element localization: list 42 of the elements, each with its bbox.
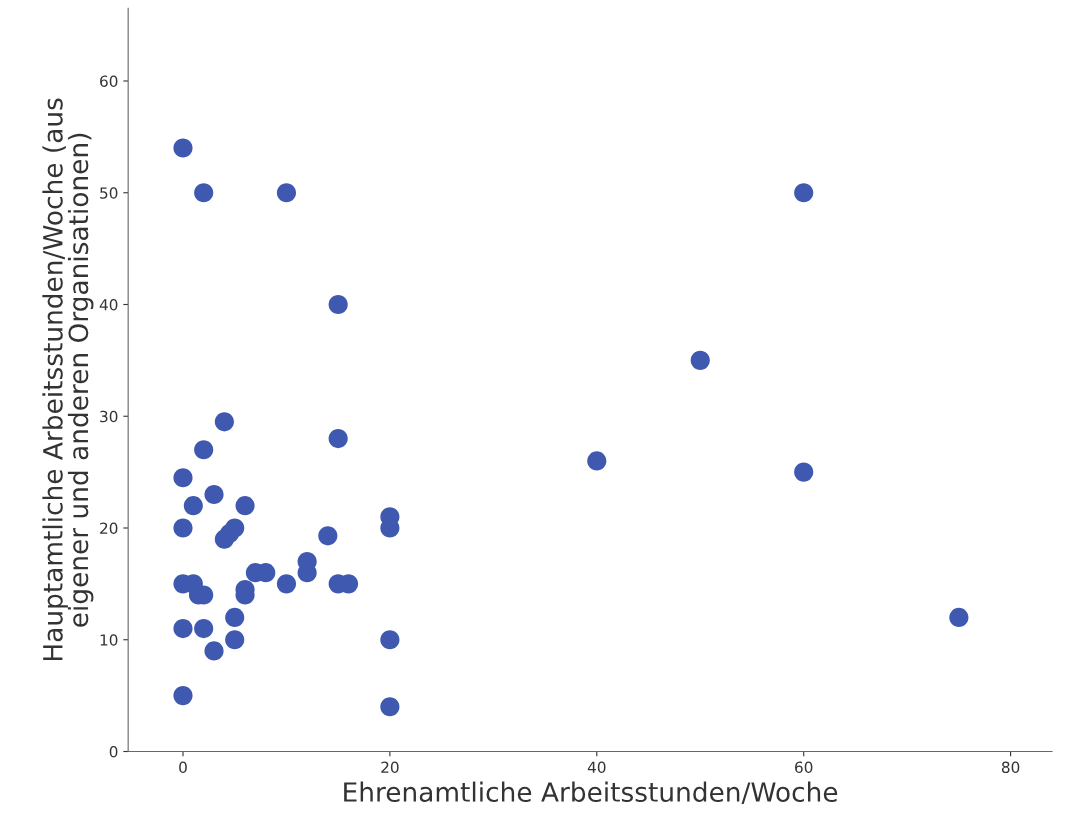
y-tick-label: 0 bbox=[109, 745, 118, 758]
point bbox=[328, 294, 348, 315]
point bbox=[173, 468, 193, 488]
point bbox=[380, 630, 400, 650]
y-tick-label: 10 bbox=[100, 634, 118, 646]
y-axis-title: Hauptamtliche Arbeitsstunden/Woche (aus eigener und anderen Organisationen) bbox=[42, 98, 94, 661]
point bbox=[183, 496, 203, 516]
x-tick-label: 0 bbox=[179, 761, 187, 774]
point bbox=[690, 350, 710, 370]
x-tick-label: 80 bbox=[1001, 761, 1020, 774]
point bbox=[380, 697, 400, 717]
y-tick-label: 30 bbox=[100, 410, 118, 423]
point bbox=[794, 462, 814, 482]
point bbox=[225, 630, 245, 650]
point bbox=[194, 183, 214, 203]
point bbox=[949, 607, 969, 627]
point bbox=[194, 440, 214, 460]
point bbox=[173, 138, 193, 158]
y-tick-label: 60 bbox=[100, 75, 118, 88]
point bbox=[318, 526, 338, 546]
point bbox=[219, 524, 240, 544]
point bbox=[173, 619, 193, 639]
point bbox=[235, 496, 255, 516]
point bbox=[276, 183, 297, 203]
point bbox=[173, 686, 193, 706]
point bbox=[214, 412, 234, 432]
point bbox=[328, 429, 348, 449]
point bbox=[204, 641, 224, 661]
y-tick-label: 40 bbox=[99, 298, 118, 311]
point bbox=[794, 183, 814, 203]
point bbox=[204, 484, 224, 505]
point bbox=[276, 574, 297, 594]
x-tick-label: 40 bbox=[587, 761, 606, 774]
x-tick-label: 20 bbox=[381, 761, 399, 774]
point bbox=[225, 607, 245, 627]
y-tick-label: 50 bbox=[100, 187, 118, 199]
x-tick-label: 60 bbox=[795, 761, 813, 774]
x-axis-title: Ehrenamtliche Arbeitsstunden/Woche bbox=[344, 781, 838, 805]
point bbox=[173, 518, 193, 538]
y-tick-label: 20 bbox=[100, 522, 118, 535]
point bbox=[587, 451, 607, 471]
point bbox=[194, 619, 214, 639]
